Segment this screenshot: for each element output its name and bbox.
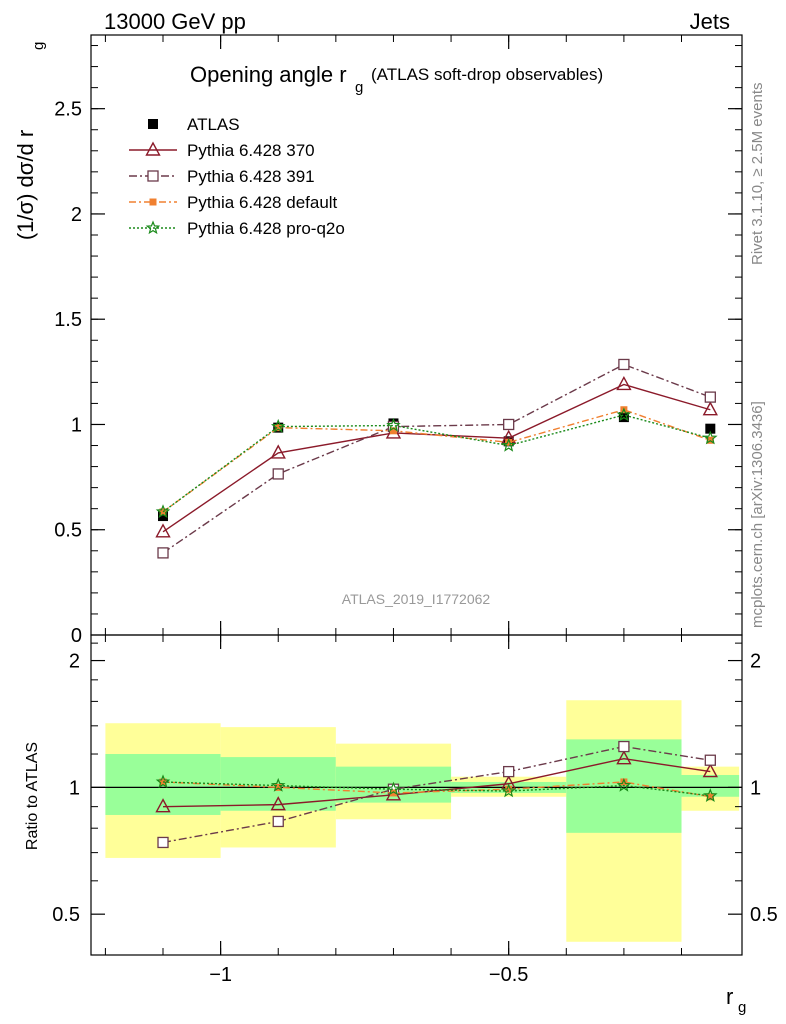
data-point-p370 [155, 523, 171, 538]
ratio-point-pdefault [389, 789, 397, 797]
legend-item-atlas: ATLAS [148, 115, 240, 134]
ratio-y-tick-label: 1 [69, 777, 80, 799]
legend-marker-atlas [148, 119, 158, 129]
ratio-line-p370 [163, 757, 711, 808]
main-title-paren: (ATLAS soft-drop observables) [371, 65, 603, 84]
ratio-line-pq2o [162, 781, 711, 797]
legend-marker-p391 [147, 170, 159, 182]
ratio-point-p370 [616, 750, 632, 765]
x-tick-label: −0.5 [489, 964, 528, 986]
x-tick-label: −1 [209, 964, 232, 986]
data-point-p370 [270, 444, 286, 459]
main-title-text: Opening angle r [190, 62, 347, 87]
ratio-y-tick-label-right: 0.5 [750, 904, 778, 926]
ratio-point-pq2o [386, 781, 401, 796]
ratio-plot-frame [90, 634, 743, 956]
uncertainty-band-inner [681, 774, 740, 797]
analysis-watermark: ATLAS_2019_I1772062 [342, 591, 491, 607]
ratio-point-pdefault [620, 778, 628, 786]
ratio-line-p391 [162, 745, 711, 844]
ratio-point-pq2o [616, 777, 632, 792]
ratio-point-pq2o [703, 788, 718, 802]
ratio-line-pdefault [162, 781, 711, 798]
main-ylabel-subscript: g [30, 42, 47, 50]
legend-label-p370: Pythia 6.428 370 [187, 141, 315, 160]
legend-label-pq2o: Pythia 6.428 pro-q2o [187, 219, 345, 238]
y-tick-label-zero: 0 [71, 625, 82, 647]
data-point-p370 [616, 376, 632, 391]
data-point-atlas [705, 423, 716, 434]
legend-marker-pdefault [149, 198, 157, 206]
legend-item-pq2o: Pythia 6.428 pro-q2o [129, 219, 345, 238]
ratio-y-tick-label: 0.5 [52, 904, 80, 926]
data-point-p391 [618, 358, 630, 371]
y-tick-label: 0.5 [54, 520, 82, 542]
series-line-pdefault [162, 409, 711, 513]
series-line-pq2o [162, 414, 711, 513]
ratio-point-p391 [157, 836, 169, 849]
data-point-pq2o [501, 437, 516, 452]
ratio-point-pdefault [706, 793, 714, 801]
main-title: Opening angle r [190, 62, 347, 87]
legend: ATLAS Pythia 6.428 370 Pythia 6.428 391 Pyt… [129, 115, 345, 238]
ratio-point-p370 [702, 763, 718, 778]
ratio-point-pq2o [501, 783, 516, 798]
header-jets-label: Jets [690, 9, 730, 34]
rivet-label: Rivet 3.1.10, ≥ 2.5M events [749, 83, 766, 266]
data-point-atlas [158, 511, 169, 522]
ratio-y-tick-label: 2 [69, 651, 80, 673]
legend-label-pdefault: Pythia 6.428 default [187, 193, 338, 212]
y-tick-label: 1 [71, 414, 82, 436]
data-point-pdefault [389, 427, 397, 435]
data-point-pq2o [270, 418, 286, 433]
ratio-point-pdefault [274, 783, 282, 791]
main-title-subscript: g [355, 79, 363, 96]
data-point-pdefault [274, 424, 282, 432]
ratio-point-p391 [272, 815, 284, 828]
ratio-point-p391 [704, 754, 716, 766]
ratio-plot-area [91, 700, 742, 942]
ratio-point-p391 [503, 765, 515, 778]
data-point-pq2o [616, 407, 632, 422]
mcplots-label: mcplots.cern.ch [arXiv:1306.3436] [749, 401, 766, 628]
data-point-pdefault [505, 438, 513, 446]
xlabel-subscript: g [738, 999, 746, 1016]
data-point-pq2o [386, 417, 401, 432]
header-process-label: 13000 GeV pp [104, 9, 246, 34]
ratio-point-p370 [155, 798, 171, 813]
data-point-pq2o [703, 430, 718, 445]
ratio-point-p370 [270, 796, 286, 811]
main-ylabel: (1/σ) dσ/d r [13, 130, 38, 240]
data-point-p391 [272, 468, 284, 480]
legend-item-p391: Pythia 6.428 391 [129, 167, 315, 186]
ratio-y-tick-label-right: 1 [750, 777, 761, 799]
ratio-point-pdefault [505, 785, 513, 793]
data-point-p391 [503, 418, 515, 431]
ratio-y-tick-label-right: 2 [750, 651, 761, 673]
legend-item-pdefault: Pythia 6.428 default [129, 193, 338, 212]
y-tick-label: 2.5 [54, 99, 82, 121]
data-point-p370 [702, 401, 718, 416]
data-point-p391 [157, 547, 169, 559]
series-line-p391 [162, 363, 711, 554]
y-tick-label: 1.5 [54, 309, 82, 331]
legend-label-p391: Pythia 6.428 391 [187, 167, 315, 186]
ratio-ylabel: Ratio to ATLAS [24, 742, 41, 850]
legend-label-atlas: ATLAS [187, 115, 240, 134]
y-tick-label: 2 [71, 204, 82, 226]
data-point-p391 [704, 391, 716, 403]
legend-item-p370: Pythia 6.428 370 [129, 141, 315, 160]
ratio-point-pq2o [155, 774, 171, 789]
data-point-pq2o [155, 504, 171, 519]
legend-marker-pq2o [145, 220, 161, 235]
ratio-point-pq2o [270, 777, 286, 792]
legend-marker-p370 [145, 141, 161, 156]
ratio-point-p391 [618, 740, 630, 753]
xlabel: r [726, 984, 733, 1009]
series-line-p370 [162, 383, 711, 533]
